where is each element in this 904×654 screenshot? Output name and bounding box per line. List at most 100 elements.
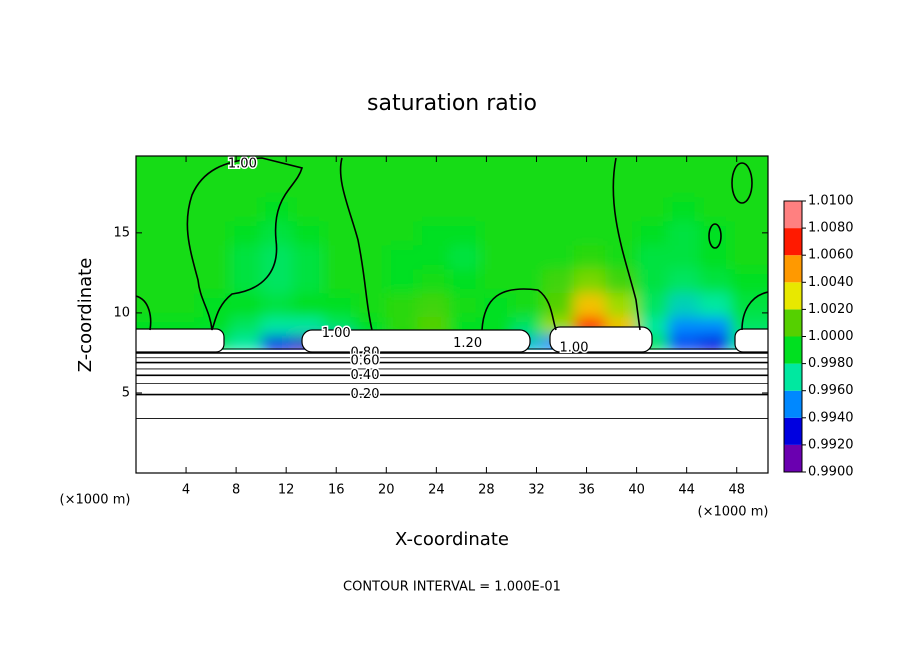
field-cell — [417, 196, 450, 222]
field-cell — [229, 244, 262, 270]
field-cell — [355, 196, 387, 222]
field-cell — [167, 196, 200, 222]
x-tick-label: 4 — [182, 483, 190, 498]
field-cell — [198, 292, 231, 318]
field-cell — [323, 292, 356, 318]
field-cell — [292, 196, 325, 222]
field-cell — [542, 292, 575, 318]
field-cell — [136, 220, 168, 246]
field-cell — [542, 196, 575, 222]
field-cell — [261, 316, 293, 336]
field-cell — [730, 156, 768, 174]
field-cell — [667, 292, 700, 318]
field-cell — [605, 220, 638, 246]
field-cell — [229, 268, 262, 294]
field-cell — [355, 268, 387, 294]
field-cell — [198, 172, 231, 198]
contour-line — [136, 295, 152, 331]
field-cell — [417, 268, 450, 294]
field-cell — [511, 292, 544, 318]
field-cell — [667, 335, 700, 352]
field-cell — [292, 220, 325, 246]
contour-label: 0.80 — [351, 345, 380, 360]
field-cell — [667, 172, 700, 198]
field-cell — [699, 268, 731, 294]
cloud-regions — [136, 326, 768, 353]
colorbar: 0.9900 0.9920 0.9940 0.9960 0.9980 1.0000 1.00… — [783, 194, 854, 480]
field-cell — [355, 172, 387, 198]
field-cell — [636, 244, 669, 270]
field-cell — [636, 220, 669, 246]
field-cell — [261, 335, 293, 352]
field-cell — [667, 268, 700, 294]
x-unit-right: (×1000 m) — [698, 505, 769, 520]
field-cell — [667, 220, 700, 246]
field-cell — [636, 268, 669, 294]
plot-frame — [135, 155, 769, 474]
field-cell — [699, 156, 731, 174]
field-cell — [355, 156, 387, 174]
field-cell — [480, 172, 512, 198]
field-cell — [542, 220, 575, 246]
colorbar-band — [784, 282, 802, 310]
field-cell — [511, 156, 544, 174]
field-cell — [323, 172, 356, 198]
field-cell — [386, 220, 419, 246]
field-cell — [292, 268, 325, 294]
colorbar-band — [784, 444, 802, 472]
colorbar-tick-label: 0.9960 — [808, 383, 854, 398]
x-tick-label: 44 — [678, 483, 695, 498]
field-cell — [261, 268, 293, 294]
field-cell — [511, 196, 544, 222]
field-cell — [198, 196, 231, 222]
colorbar-band — [784, 417, 802, 445]
x-tick-label: 16 — [328, 483, 345, 498]
contour-line — [708, 223, 722, 249]
field-cell — [136, 244, 168, 270]
field-cell — [136, 196, 168, 222]
field-cell — [574, 196, 606, 222]
contour-1-00 — [136, 157, 768, 331]
field-cell — [229, 196, 262, 222]
field-cell — [542, 172, 575, 198]
y-axis-label: Z-coordinate — [75, 258, 96, 373]
cloud — [734, 328, 768, 353]
field-cell — [542, 244, 575, 270]
field-cell — [386, 156, 419, 174]
field-cell — [323, 268, 356, 294]
field-cell — [699, 172, 731, 198]
field-cell — [574, 172, 606, 198]
field-cell — [730, 220, 768, 246]
colorbar-band — [784, 363, 802, 391]
field-cell — [699, 316, 731, 336]
field-cell — [605, 244, 638, 270]
field-cell — [167, 292, 200, 318]
field-cell — [292, 156, 325, 174]
field-cell — [386, 268, 419, 294]
field-cell — [699, 196, 731, 222]
colorbar-tick-label: 1.0020 — [808, 302, 854, 317]
field-cell — [386, 172, 419, 198]
field-cell — [417, 156, 450, 174]
colorbar-band — [784, 309, 802, 337]
x-tick-label: 32 — [528, 483, 545, 498]
colorbar-tick-label: 1.0080 — [808, 221, 854, 236]
field-cell — [699, 244, 731, 270]
field-cell — [667, 316, 700, 336]
x-tick-label: 36 — [578, 483, 595, 498]
contour-label: 1.20 — [453, 336, 482, 351]
contour-line — [731, 162, 753, 204]
field-cell — [730, 268, 768, 294]
x-tick-label: 28 — [478, 483, 495, 498]
field-cell — [605, 268, 638, 294]
field-cell — [480, 268, 512, 294]
contour-line — [186, 157, 304, 331]
colorbar-band — [784, 201, 802, 229]
x-tick-label: 20 — [378, 483, 395, 498]
field-cell — [198, 220, 231, 246]
contour-label: 1.00 — [560, 341, 589, 356]
field-cell — [605, 196, 638, 222]
field-cell — [699, 335, 731, 352]
colorbar-tick-label: 1.0040 — [808, 275, 854, 290]
